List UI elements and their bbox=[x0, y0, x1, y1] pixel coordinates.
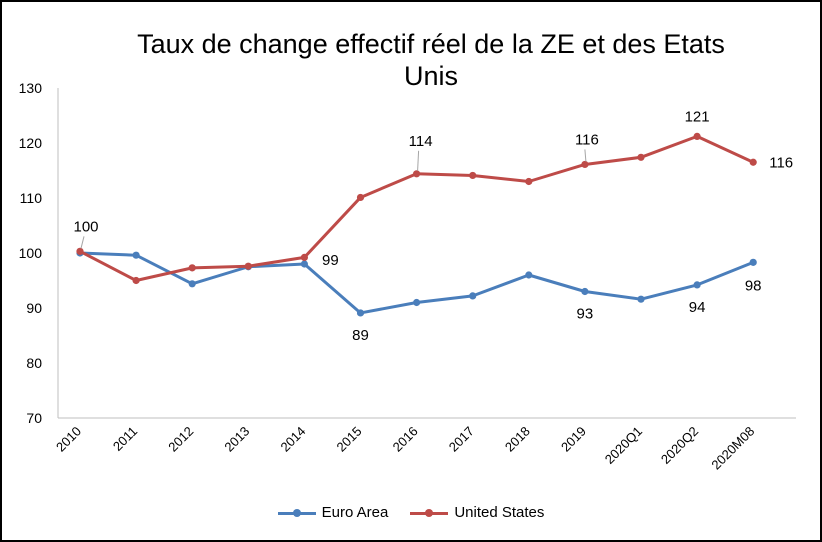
x-tick-label: 2016 bbox=[390, 424, 421, 455]
x-tick-label: 2020Q2 bbox=[658, 424, 701, 467]
chart-title: Taux de change effectif réel de la ZE et… bbox=[42, 28, 820, 92]
data-label: 121 bbox=[685, 108, 710, 125]
data-label: 89 bbox=[352, 327, 369, 344]
data-label: 98 bbox=[745, 277, 762, 294]
data-label: 116 bbox=[575, 131, 599, 148]
y-tick-label: 120 bbox=[19, 135, 43, 151]
data-label: 114 bbox=[409, 133, 433, 150]
data-point bbox=[132, 251, 140, 259]
data-point bbox=[581, 160, 589, 169]
data-label-leader bbox=[417, 150, 420, 171]
data-point bbox=[469, 292, 477, 300]
x-tick-label: 2011 bbox=[110, 424, 140, 454]
data-point bbox=[188, 264, 196, 272]
legend: Euro Area United States bbox=[2, 504, 820, 521]
x-tick-label: 2020M08 bbox=[708, 424, 757, 473]
x-tick-label: 2018 bbox=[502, 424, 533, 455]
x-tick-label: 2020Q1 bbox=[602, 424, 645, 467]
data-point bbox=[413, 170, 421, 178]
data-point bbox=[244, 262, 252, 270]
data-point bbox=[693, 132, 701, 140]
legend-label-euro-area: Euro Area bbox=[321, 504, 389, 521]
data-point bbox=[581, 287, 589, 296]
data-label: 93 bbox=[577, 306, 594, 323]
data-label: 99 bbox=[322, 252, 339, 269]
data-point bbox=[76, 247, 84, 255]
y-tick-label: 70 bbox=[26, 410, 42, 426]
data-point bbox=[525, 177, 533, 186]
data-label: 116 bbox=[769, 154, 793, 171]
legend-swatch-euro-area bbox=[277, 508, 316, 518]
series-line bbox=[79, 134, 754, 282]
x-tick-label: 2019 bbox=[558, 424, 589, 455]
data-point bbox=[469, 171, 477, 180]
data-label-leader bbox=[80, 236, 85, 249]
legend-label-united-states: United States bbox=[454, 504, 545, 521]
legend-item-united-states: United States bbox=[410, 504, 544, 521]
x-tick-label: 2012 bbox=[165, 424, 196, 455]
data-point bbox=[749, 158, 757, 166]
x-tick-label: 2014 bbox=[277, 424, 308, 455]
data-point bbox=[637, 153, 645, 161]
data-point bbox=[413, 298, 421, 307]
y-tick-label: 100 bbox=[19, 245, 43, 261]
chart-title-line-2: Unis bbox=[403, 61, 458, 91]
chart-title-line-1: Taux de change effectif réel de la ZE et… bbox=[137, 29, 725, 59]
x-tick-label: 2013 bbox=[221, 424, 252, 455]
x-tick-label: 2015 bbox=[334, 424, 365, 455]
data-point bbox=[132, 276, 140, 285]
x-tick-label: 2010 bbox=[53, 424, 84, 455]
data-point bbox=[300, 253, 308, 261]
legend-item-euro-area: Euro Area bbox=[277, 504, 389, 521]
data-point bbox=[300, 260, 308, 268]
data-label: 100 bbox=[73, 218, 98, 235]
data-point bbox=[749, 258, 757, 266]
y-tick-label: 130 bbox=[19, 80, 43, 96]
y-tick-label: 80 bbox=[26, 355, 42, 371]
legend-swatch-united-states bbox=[410, 508, 449, 518]
data-point bbox=[525, 271, 533, 279]
x-tick-label: 2017 bbox=[446, 424, 477, 455]
y-tick-label: 90 bbox=[26, 300, 42, 316]
data-point bbox=[356, 309, 365, 317]
data-label-leader bbox=[584, 149, 587, 162]
data-point bbox=[356, 193, 365, 202]
data-point bbox=[693, 281, 701, 289]
data-point bbox=[188, 280, 196, 288]
data-point bbox=[637, 295, 645, 303]
y-tick-label: 110 bbox=[20, 190, 43, 206]
data-label: 94 bbox=[689, 299, 706, 316]
